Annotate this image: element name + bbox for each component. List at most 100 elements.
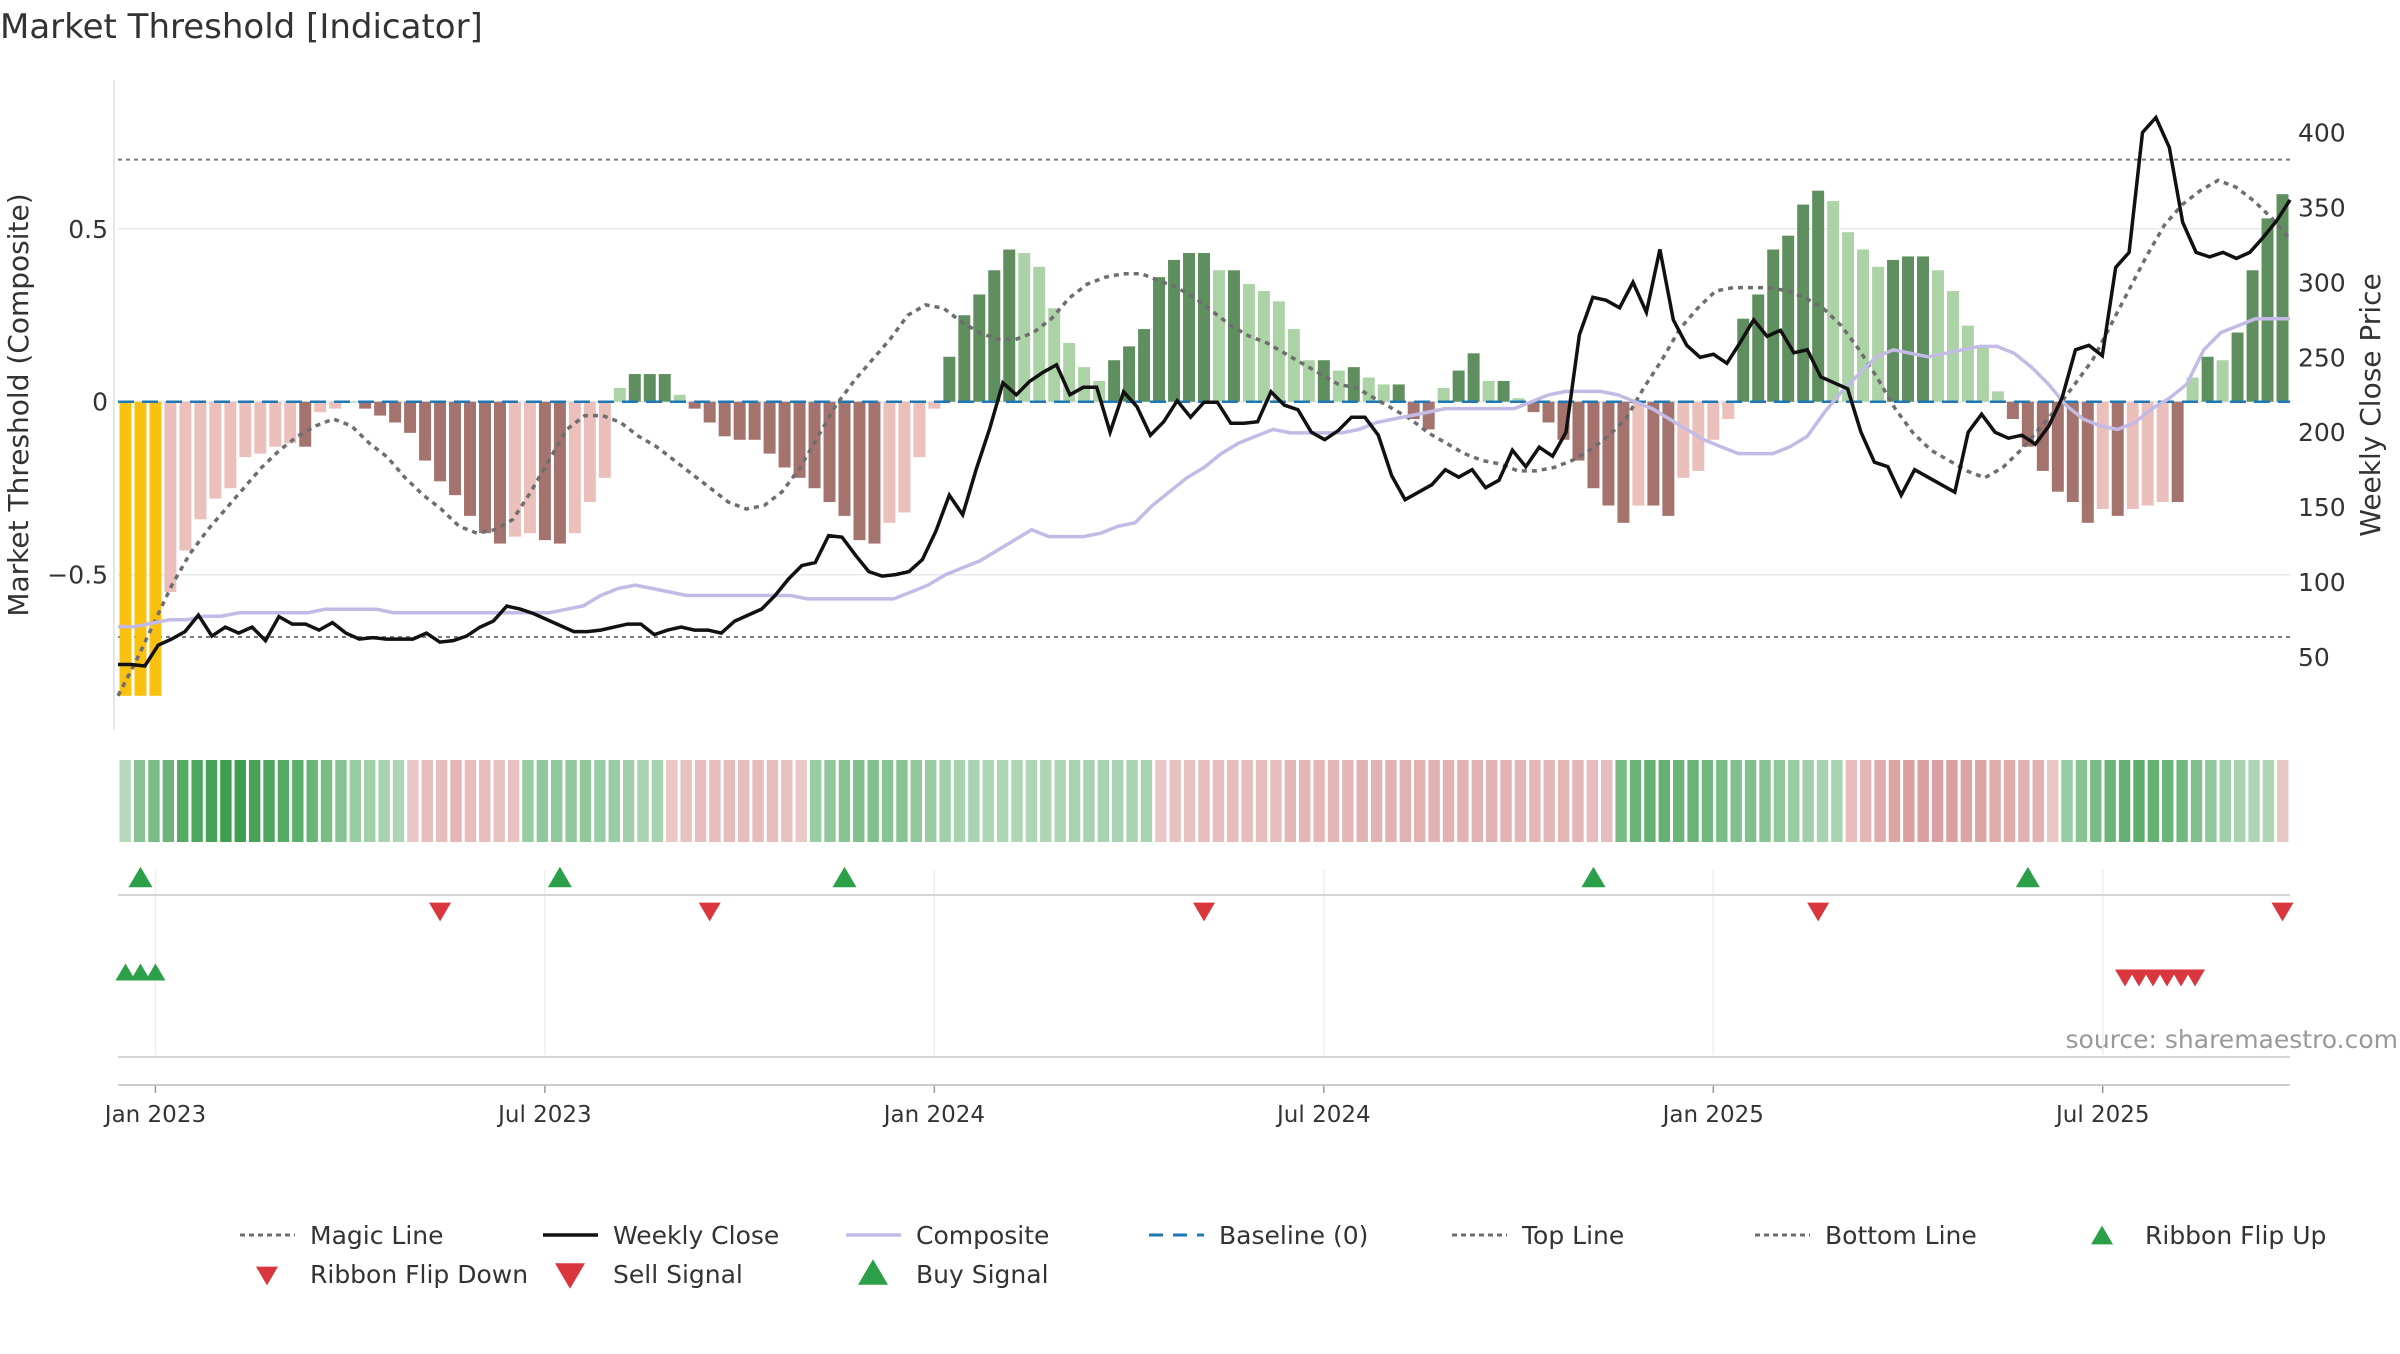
legend-label: Ribbon Flip Up xyxy=(2145,1221,2326,1250)
composite-bar xyxy=(628,374,641,402)
composite-bar xyxy=(164,401,177,592)
composite-bar xyxy=(1961,325,1974,402)
buy-signal-marker xyxy=(832,866,857,888)
composite-bar xyxy=(778,401,791,468)
composite-bar xyxy=(643,374,656,402)
ribbon-cell xyxy=(2104,760,2116,842)
ribbon-cell xyxy=(1960,760,1973,842)
composite-bar xyxy=(434,401,447,482)
ribbon-cell xyxy=(1888,760,1901,842)
ribbon-cell xyxy=(1169,760,1181,842)
composite-bar xyxy=(1257,291,1270,402)
composite-bar xyxy=(508,401,521,537)
composite-bar xyxy=(703,401,716,423)
ribbon-cell xyxy=(364,760,376,842)
ribbon-cell xyxy=(1255,760,1268,842)
ribbon-flip-down-marker xyxy=(2185,969,2205,987)
legend-swatch xyxy=(555,1263,585,1289)
ribbon-cell xyxy=(2133,760,2145,842)
composite-bar xyxy=(958,315,971,402)
composite-bar xyxy=(1647,401,1660,506)
legend-label: Buy Signal xyxy=(916,1260,1049,1289)
composite-bar xyxy=(2021,401,2034,447)
ribbon-flip-down-marker xyxy=(2115,969,2135,987)
composite-bar xyxy=(1123,346,1136,402)
composite-bar xyxy=(1887,259,1900,402)
composite-bar xyxy=(1976,346,1989,402)
legend-item: Ribbon Flip Down xyxy=(256,1260,528,1289)
ribbon-cell xyxy=(407,760,419,842)
ribbon-cell xyxy=(1428,760,1440,842)
composite-bar xyxy=(1437,387,1450,402)
ribbon-cell xyxy=(622,760,635,842)
ribbon-cell xyxy=(1313,760,1325,842)
ribbon-flip-up-marker xyxy=(145,963,166,981)
composite-bar xyxy=(1931,270,1944,402)
ribbon-cell xyxy=(191,760,203,842)
composite-bar xyxy=(973,294,986,402)
composite-bar xyxy=(1362,377,1375,402)
composite-bar xyxy=(179,401,192,551)
composite-bar xyxy=(913,401,926,458)
ribbon-cell xyxy=(1270,760,1282,842)
composite-bar xyxy=(808,401,821,489)
ribbon-cell xyxy=(177,760,189,842)
composite-bar xyxy=(748,401,761,440)
ribbon-cell xyxy=(996,760,1009,842)
ribbon-cell xyxy=(579,760,592,842)
ribbon-cell xyxy=(1442,760,1455,842)
composite-bar xyxy=(2171,401,2184,503)
composite-bar xyxy=(119,401,132,696)
composite-bar xyxy=(1662,401,1675,516)
ribbon-cell xyxy=(1514,760,1527,842)
composite-bar xyxy=(988,270,1001,402)
composite-bar xyxy=(2141,401,2154,506)
ribbon-cell xyxy=(853,760,865,842)
ribbon-cell xyxy=(2262,760,2275,842)
legend-label: Ribbon Flip Down xyxy=(310,1260,528,1289)
ribbon-flip-down-marker xyxy=(2171,969,2191,987)
ribbon-cell xyxy=(2233,760,2246,842)
composite-bar xyxy=(1842,232,1855,402)
legend-item: Bottom Line xyxy=(1755,1221,1977,1250)
composite-bar xyxy=(553,401,566,544)
ribbon-cell xyxy=(1298,760,1311,842)
ribbon-cell xyxy=(421,760,433,842)
ribbon-cell xyxy=(809,760,822,842)
buy-signal-marker xyxy=(128,866,153,888)
ribbon-cell xyxy=(2248,760,2260,842)
composite-bar xyxy=(2246,270,2259,402)
ribbon-cell xyxy=(1687,760,1699,842)
ribbon-cell xyxy=(1543,760,1555,842)
ribbon-cell xyxy=(1385,760,1397,842)
weekly-close-line xyxy=(118,114,2292,668)
left-tick-label: 0 xyxy=(92,388,108,417)
ribbon-cell xyxy=(2075,760,2088,842)
right-tick-label: 350 xyxy=(2298,193,2346,222)
composite-bar xyxy=(1512,398,1525,402)
composite-bar xyxy=(1317,360,1330,402)
ribbon-cell xyxy=(1227,760,1239,842)
ribbon-cell xyxy=(1759,760,1771,842)
composite-bar xyxy=(479,401,491,534)
composite-bar xyxy=(269,401,282,447)
ribbon-cell xyxy=(1917,760,1929,842)
x-tick-label: Jan 2023 xyxy=(103,1102,206,1128)
composite-bar xyxy=(1227,270,1240,402)
ribbon-cell xyxy=(2176,760,2188,842)
buy-signal-marker xyxy=(2015,866,2040,888)
left-axis-label: Market Threshold (Composite) xyxy=(2,193,35,616)
composite-bar xyxy=(598,401,611,478)
ribbon-cell xyxy=(234,760,246,842)
left-tick-label: 0.5 xyxy=(68,215,108,244)
source-label: source: sharemaestro.com xyxy=(2066,1025,2399,1054)
magic-line xyxy=(116,178,2292,697)
legend-item: Buy Signal xyxy=(858,1259,1049,1289)
composite-bar xyxy=(1482,380,1495,402)
composite-bar xyxy=(1198,252,1210,402)
composite-bar xyxy=(149,401,162,696)
composite-bar xyxy=(1078,367,1091,402)
right-tick-label: 150 xyxy=(2298,493,2346,522)
